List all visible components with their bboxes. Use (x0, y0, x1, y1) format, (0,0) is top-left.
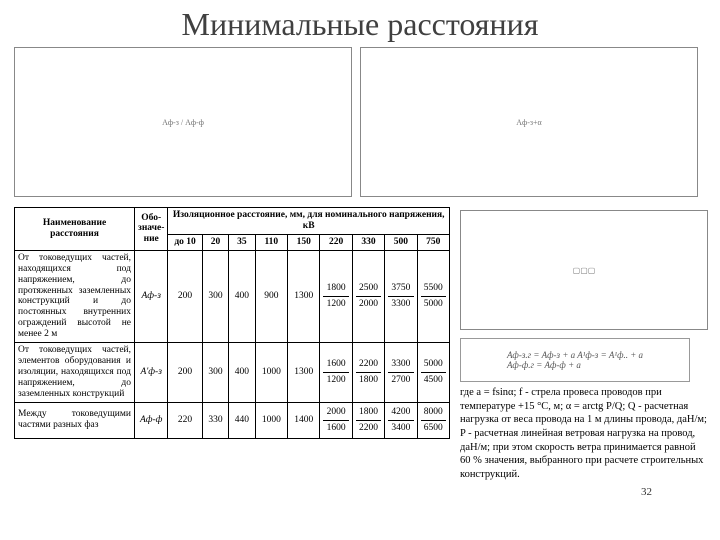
col-voltage: 110 (255, 234, 287, 250)
cell-value: 400 (229, 343, 255, 403)
diagram-label-left: Aф-з (162, 118, 179, 127)
formula-explanation: где a = fsinα; f - стрела провеса провод… (460, 386, 708, 481)
col-voltage: 20 (202, 234, 228, 250)
cell-value: 330 (202, 402, 228, 438)
cell-value: 55005000 (417, 250, 449, 342)
cell-name: От токоведущих частей, элементов оборудо… (15, 343, 135, 403)
page-number: 32 (641, 486, 652, 498)
diagram-supports-bottom: ▢▢▢ (460, 210, 708, 330)
cell-value: 16001200 (320, 343, 352, 403)
cell-value: 200 (168, 343, 202, 403)
cell-value: 1000 (255, 343, 287, 403)
col-voltage: 220 (320, 234, 352, 250)
cell-value: 300 (202, 343, 228, 403)
formula-line-1: Aф-з.г = Aф-з + a A¹ф-з = A¹ф.. + a (507, 350, 643, 360)
cell-value: 50004500 (417, 343, 449, 403)
cell-value: 400 (229, 250, 255, 342)
cell-value: 18002200 (352, 402, 384, 438)
col-voltage: 150 (288, 234, 320, 250)
cell-symbol: A'ф-з (135, 343, 168, 403)
cell-value: 1000 (255, 402, 287, 438)
cell-value: 220 (168, 402, 202, 438)
distances-table: Наименование расстояния Обо-значе-ние Из… (14, 207, 450, 439)
formula-line-2: Aф-ф.г = Aф-ф + a (507, 360, 643, 370)
cell-name: От токоведущих частей, находящихся под н… (15, 250, 135, 342)
page-title: Минимальные расстояния (0, 0, 720, 43)
cell-value: 18001200 (320, 250, 352, 342)
col-voltage: 750 (417, 234, 449, 250)
cell-value: 22001800 (352, 343, 384, 403)
col-span-header: Изоляционное расстояние, мм, для номинал… (168, 208, 450, 235)
cell-symbol: Aф-з (135, 250, 168, 342)
cell-value: 900 (255, 250, 287, 342)
cell-name: Между токоведущими частями разных фаз (15, 402, 135, 438)
cell-value: 37503300 (385, 250, 417, 342)
diagram-label-right: Aф-з+α (516, 118, 542, 127)
cell-value: 1400 (288, 402, 320, 438)
formula-image: Aф-з.г = Aф-з + a A¹ф-з = A¹ф.. + a Aф-ф… (460, 338, 690, 382)
cell-value: 20001600 (320, 402, 352, 438)
diagram-insulators-right: Aф-з+α (360, 47, 698, 197)
cell-value: 1300 (288, 250, 320, 342)
cell-value: 1300 (288, 343, 320, 403)
col-symbol: Обо-значе-ние (135, 208, 168, 251)
cell-value: 33002700 (385, 343, 417, 403)
col-voltage: 330 (352, 234, 384, 250)
diagram-row-top: Aф-з / Aф-ф Aф-з+α (0, 43, 720, 197)
col-voltage: до 10 (168, 234, 202, 250)
cell-value: 300 (202, 250, 228, 342)
table-row: От токоведущих частей, элементов оборудо… (15, 343, 450, 403)
table-row: Между токоведущими частями разных фазAф-… (15, 402, 450, 438)
cell-symbol: Aф-ф (135, 402, 168, 438)
cell-value: 440 (229, 402, 255, 438)
table-row: От токоведущих частей, находящихся под н… (15, 250, 450, 342)
cell-value: 42003400 (385, 402, 417, 438)
col-voltage: 500 (385, 234, 417, 250)
diagram-label-mid: Aф-ф (185, 118, 204, 127)
formula-block: Aф-з.г = Aф-з + a A¹ф-з = A¹ф.. + a Aф-ф… (460, 338, 708, 481)
col-voltage: 35 (229, 234, 255, 250)
cell-value: 80006500 (417, 402, 449, 438)
cell-value: 25002000 (352, 250, 384, 342)
diagram-insulators-left: Aф-з / Aф-ф (14, 47, 352, 197)
cell-value: 200 (168, 250, 202, 342)
col-name: Наименование расстояния (15, 208, 135, 251)
